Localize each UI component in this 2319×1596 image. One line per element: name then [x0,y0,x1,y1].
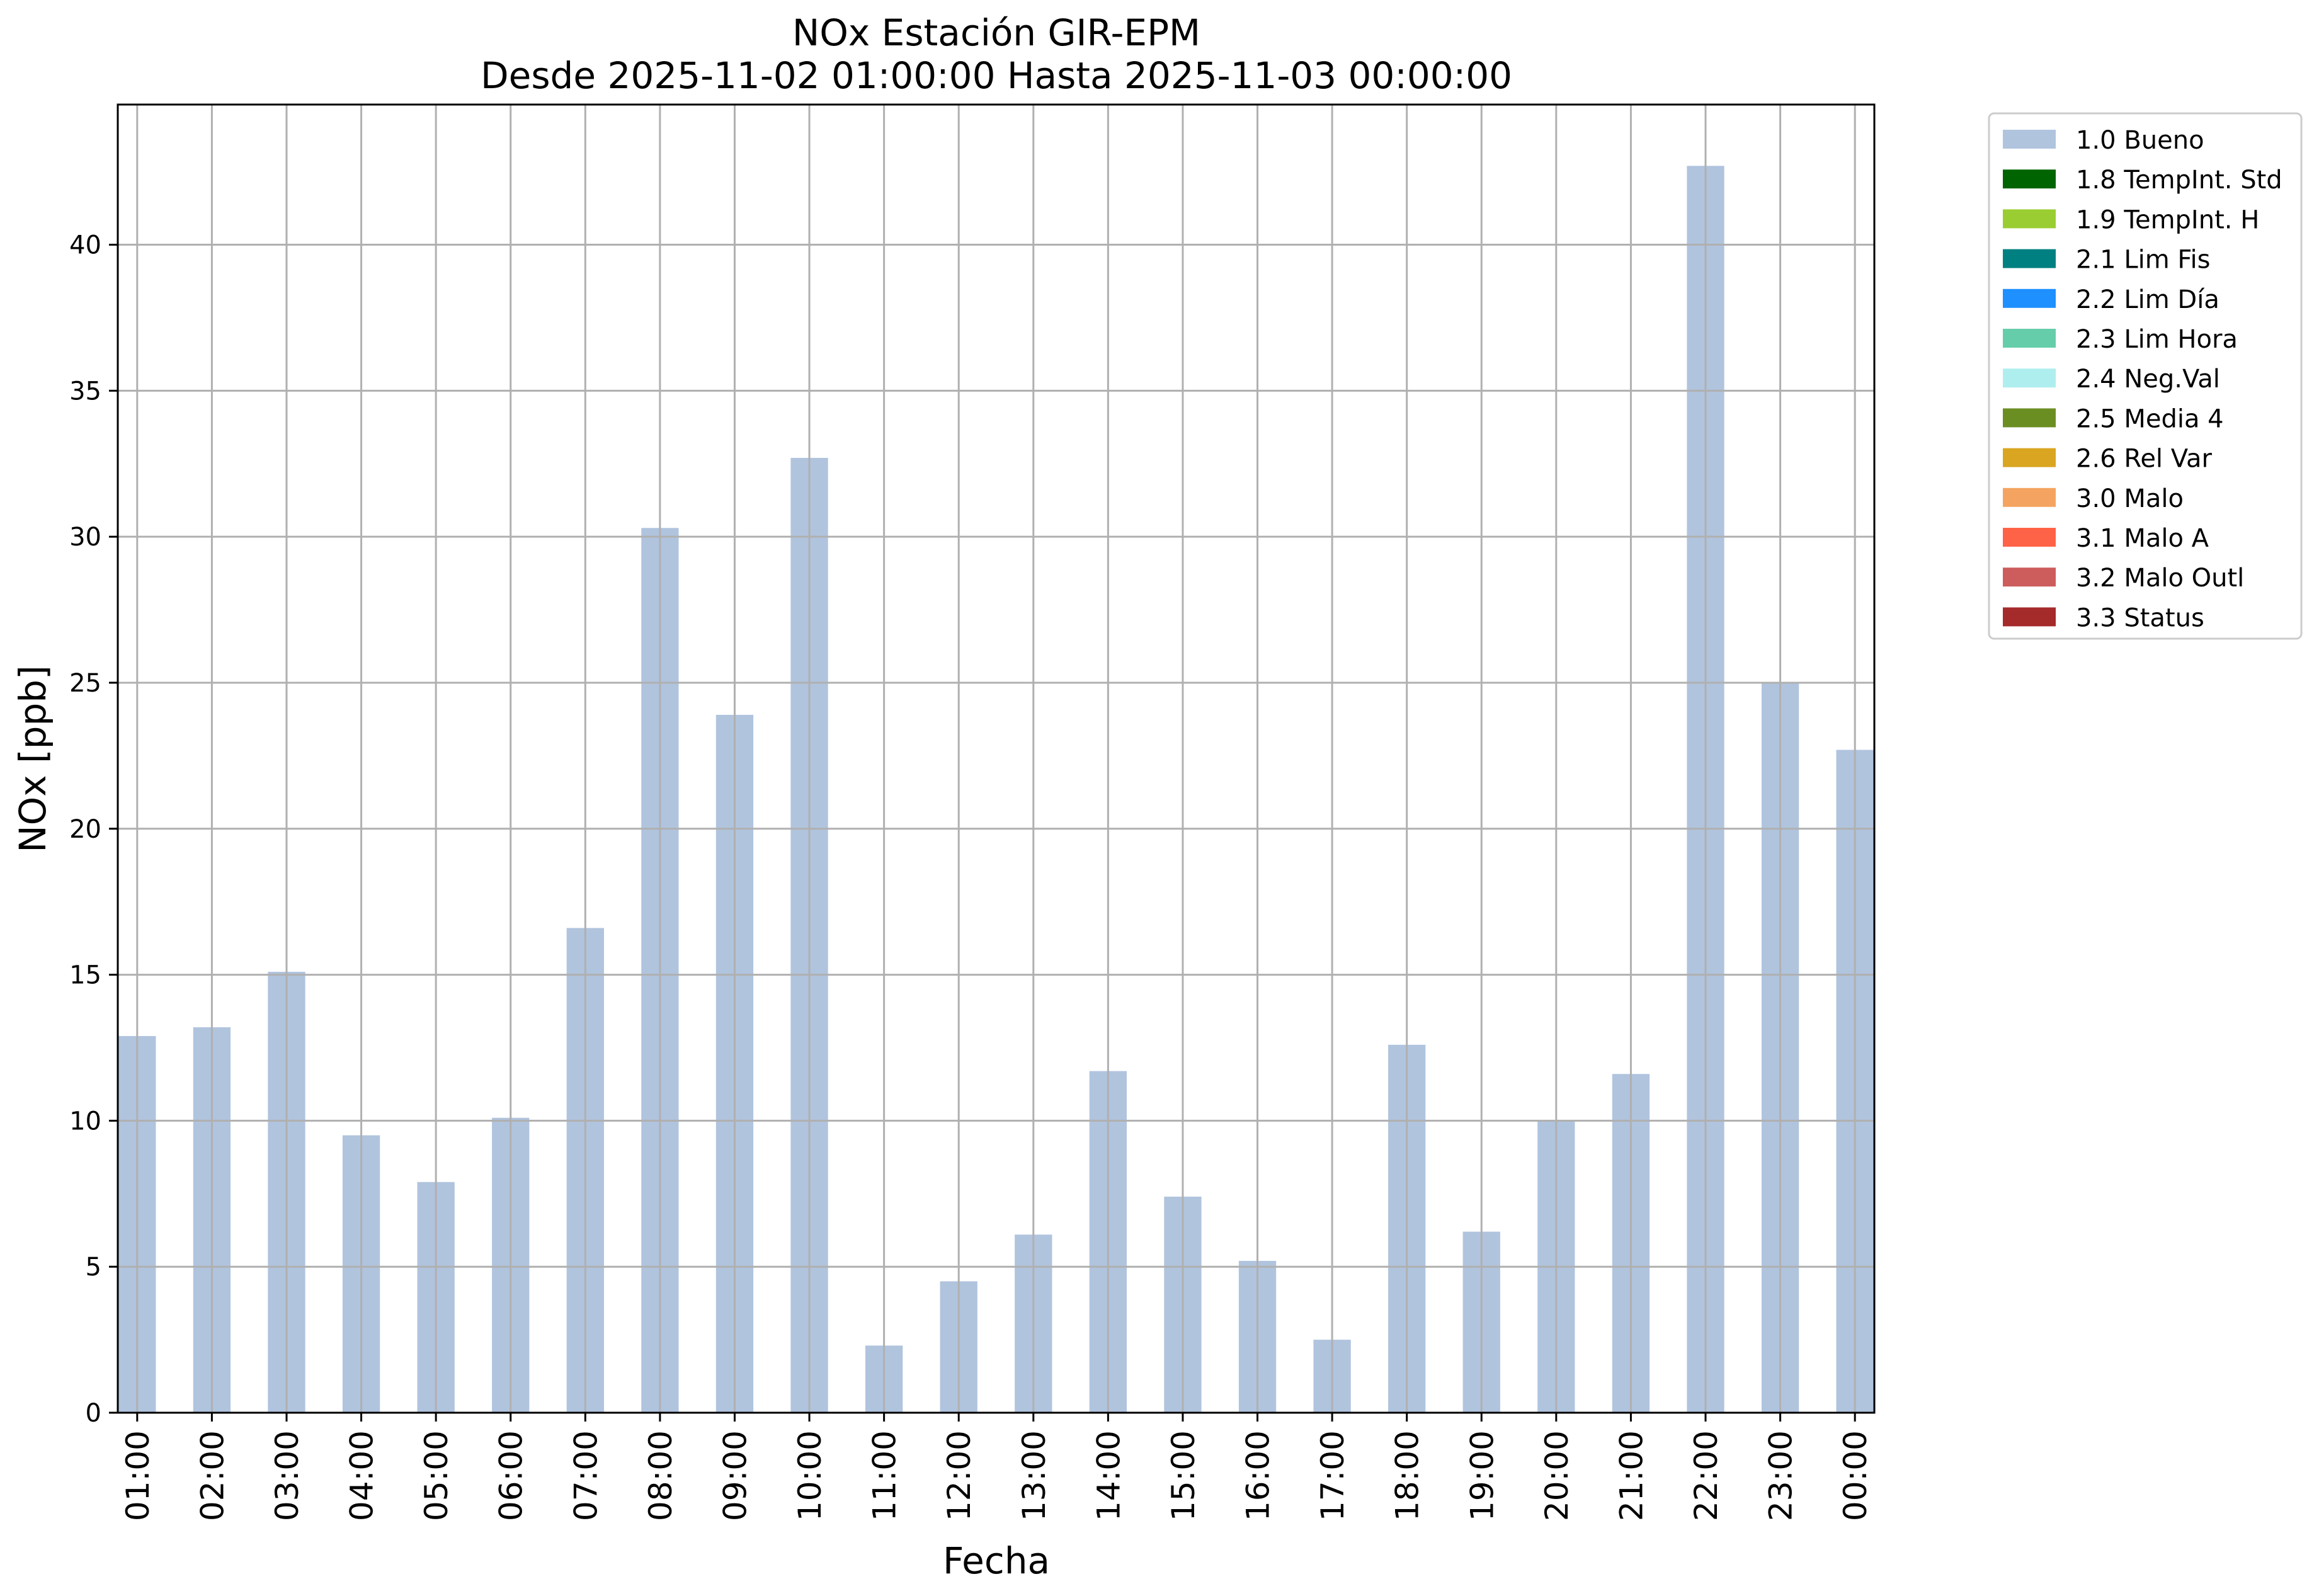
legend-label: 2.5 Media 4 [2076,404,2224,433]
y-tick-label: 30 [69,523,101,552]
legend-swatch [2003,607,2056,627]
y-tick-label: 40 [69,231,101,260]
x-tick-label: 20:00 [1539,1430,1575,1521]
y-tick-label: 10 [69,1107,101,1136]
legend-swatch [2003,408,2056,428]
legend-swatch [2003,567,2056,587]
x-tick-label: 19:00 [1464,1430,1500,1521]
x-tick-label: 09:00 [717,1430,753,1521]
legend-swatch [2003,368,2056,388]
x-tick-label: 10:00 [792,1430,828,1521]
y-axis-label: NOx [ppb] [11,665,54,853]
legend-label: 2.4 Neg.Val [2076,365,2220,394]
legend-label: 1.9 TempInt. H [2076,205,2259,234]
y-tick-label: 20 [69,815,101,844]
x-tick-label: 00:00 [1837,1430,1874,1521]
x-tick-label: 02:00 [194,1430,231,1521]
legend-label: 3.0 Malo [2076,484,2184,513]
x-tick-label: 15:00 [1165,1430,1202,1521]
legend-label: 3.2 Malo Outl [2076,564,2244,593]
legend-box [1988,112,2303,640]
x-tick-label: 21:00 [1613,1430,1650,1521]
x-tick-label: 05:00 [418,1430,455,1521]
grid-lines [118,105,1874,1414]
y-tick-label: 0 [86,1399,101,1428]
y-axis-ticks: 0 5 10 15 20 25 30 35 40 [69,231,118,1428]
x-tick-label: 18:00 [1389,1430,1426,1521]
legend-swatch [2003,528,2056,547]
chart-title-line2: Desde 2025-11-02 01:00:00 Hasta 2025-11-… [481,54,1512,97]
chart-title-line1: NOx Estación GIR-EPM [792,11,1200,54]
legend-swatch [2003,249,2056,268]
x-tick-label: 17:00 [1314,1430,1351,1521]
legend: 1.0 Bueno 1.8 TempInt. Std 1.9 TempInt. H 2… [1988,112,2303,640]
legend-swatch [2003,169,2056,189]
x-tick-label: 07:00 [567,1430,604,1521]
x-axis-ticks: 01:00 02:00 03:00 04:00 05:00 06:00 07:00 08:00… [120,1413,1874,1521]
legend-swatch [2003,487,2056,507]
legend-swatch [2003,130,2056,149]
y-tick-label: 25 [69,669,101,698]
x-tick-label: 13:00 [1016,1430,1052,1521]
x-tick-label: 14:00 [1090,1430,1127,1521]
x-tick-label: 16:00 [1240,1430,1277,1521]
legend-label: 2.1 Lim Fis [2076,246,2210,275]
y-tick-label: 35 [69,377,101,406]
bars-group [118,166,1874,1413]
legend-label: 1.8 TempInt. Std [2076,166,2282,195]
x-axis-label: Fecha [943,1539,1050,1582]
legend-label: 2.6 Rel Var [2076,445,2213,474]
legend-swatch [2003,209,2056,229]
legend-label: 1.0 Bueno [2076,126,2204,155]
y-tick-label: 5 [86,1253,101,1282]
x-tick-label: 01:00 [120,1430,156,1521]
plot-frame [117,103,1876,1414]
legend-swatch [2003,448,2056,467]
x-tick-label: 11:00 [867,1430,903,1521]
legend-swatch [2003,329,2056,348]
legend-label: 3.3 Status [2076,603,2204,632]
legend-label: 2.3 Lim Hora [2076,325,2238,354]
legend-label: 3.1 Malo A [2076,524,2209,553]
x-tick-label: 06:00 [493,1430,530,1521]
x-tick-label: 08:00 [642,1430,679,1521]
legend-label: 2.2 Lim Día [2076,285,2219,314]
y-tick-label: 15 [69,961,101,990]
x-tick-label: 23:00 [1763,1430,1799,1521]
x-tick-label: 12:00 [941,1430,977,1521]
legend-swatch [2003,288,2056,308]
x-tick-label: 22:00 [1688,1430,1724,1521]
x-tick-label: 04:00 [344,1430,380,1521]
x-tick-label: 03:00 [269,1430,305,1521]
